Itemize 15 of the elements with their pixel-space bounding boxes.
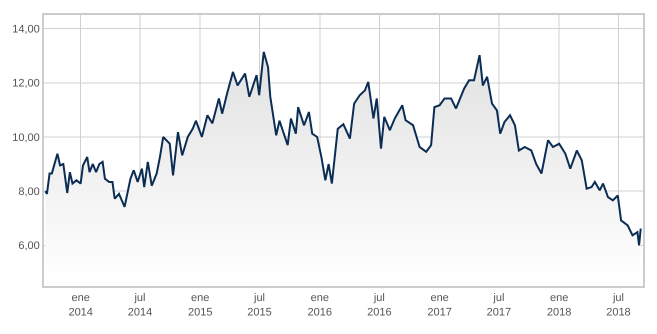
- y-tick-label: 10,00: [12, 132, 40, 144]
- x-tick-label: jul 2017: [486, 292, 512, 318]
- y-tick-label: 14,00: [12, 23, 40, 36]
- x-tick-label: jul 2018: [606, 292, 631, 318]
- x-tick-label: ene 2017: [427, 292, 452, 318]
- y-tick-label: 8,00: [18, 186, 40, 198]
- x-tick-label: ene 2016: [308, 292, 332, 318]
- x-tick-label: jul 2014: [128, 292, 152, 318]
- x-tick-label: jul 2015: [247, 292, 272, 318]
- x-tick-label: ene 2015: [188, 292, 212, 318]
- x-tick-label: ene 2018: [546, 292, 572, 318]
- y-tick-label: 6,00: [18, 240, 40, 252]
- x-tick-label: jul 2016: [367, 292, 392, 318]
- x-tick-label: ene 2014: [68, 292, 93, 318]
- y-tick-label: 12,00: [12, 78, 40, 90]
